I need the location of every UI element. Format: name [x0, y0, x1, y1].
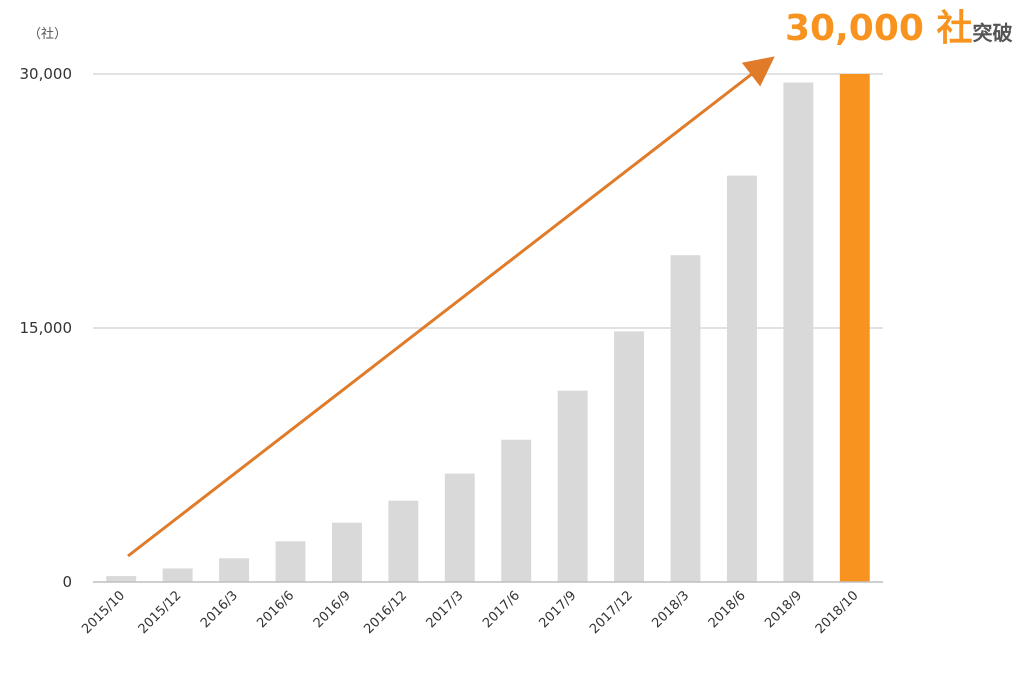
bars	[106, 74, 870, 583]
bar	[388, 500, 419, 582]
x-tick-label: 2018/6	[706, 588, 749, 631]
x-tick-label: 2016/3	[198, 588, 241, 631]
x-tick-label: 2016/6	[254, 588, 297, 631]
bar	[557, 390, 588, 582]
y-tick-label: 15,000	[20, 319, 73, 337]
x-tick-label: 2017/6	[480, 588, 523, 631]
x-tick-label: 2017/3	[424, 588, 467, 631]
x-tick-label: 2018/9	[762, 588, 805, 631]
bar	[614, 331, 645, 582]
bar	[783, 82, 814, 582]
bar	[444, 473, 475, 582]
gridlines	[93, 73, 883, 329]
y-axis-ticks: 0 15,000 30,000	[20, 65, 73, 591]
bar	[106, 576, 137, 582]
bar	[726, 175, 757, 582]
bar	[501, 439, 532, 582]
x-tick-label: 2018/10	[813, 588, 862, 637]
growth-arrow	[127, 56, 775, 558]
milestone-value: 30,000 社	[785, 8, 972, 49]
y-tick-label: 30,000	[20, 65, 73, 83]
x-tick-label: 2015/10	[79, 588, 128, 637]
x-tick-label: 2016/12	[361, 588, 410, 637]
x-tick-label: 2016/9	[311, 588, 354, 631]
y-tick-label: 0	[62, 573, 72, 591]
x-tick-label: 2017/12	[587, 588, 636, 637]
bar	[162, 568, 193, 582]
bar	[331, 522, 362, 582]
x-tick-label: 2015/12	[136, 588, 185, 637]
bar-highlight	[839, 74, 870, 582]
bar	[670, 255, 701, 583]
x-tick-label: 2017/9	[537, 588, 580, 631]
milestone-suffix: 突破	[972, 21, 1012, 45]
y-axis-unit-label: （社）	[28, 26, 67, 42]
x-tick-label: 2018/3	[649, 588, 692, 631]
bar	[219, 558, 250, 582]
x-axis-ticks: 2015/10 2015/12 2016/3 2016/6 2016/9 2016/12 2…	[79, 588, 861, 637]
milestone-callout: 30,000 社突破	[785, 8, 1012, 49]
bar	[275, 541, 306, 582]
